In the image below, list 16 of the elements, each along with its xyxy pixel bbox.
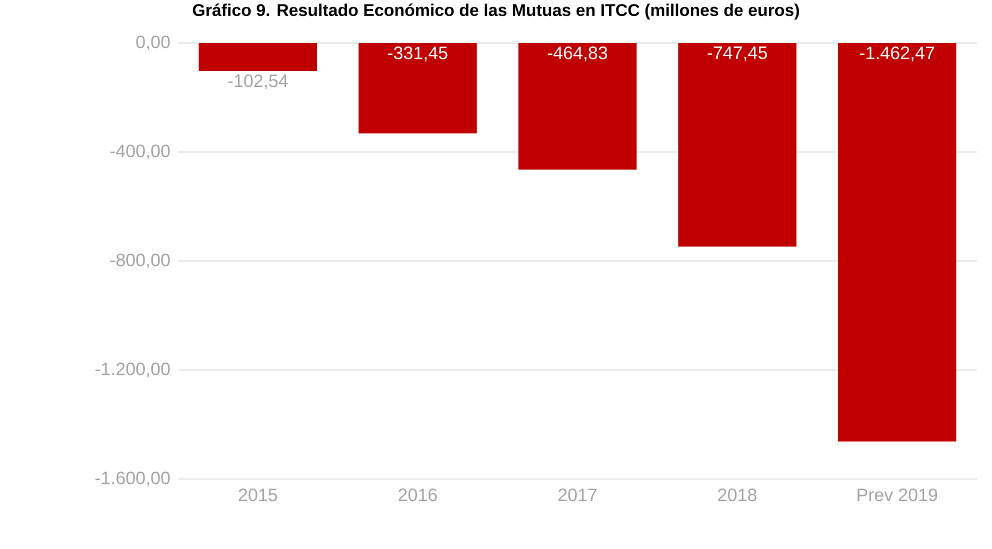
y-tick-label: -1.200,00 [96, 362, 170, 378]
x-tick-label: 2018 [718, 488, 756, 502]
y-tick-label: -400,00 [110, 144, 170, 160]
x-tick-label: 2016 [398, 488, 437, 502]
data-label: -747,45 [708, 46, 767, 62]
y-tick-label: -1.600,00 [96, 472, 170, 486]
data-label: -331,45 [388, 46, 448, 62]
chart-title: Gráfico 9. Resultado Económico de las Mutuas en ITCC (millones de euros) [192, 4, 799, 20]
data-label: -102,54 [228, 74, 288, 90]
x-tick-label: Prev 2019 [858, 488, 938, 502]
x-tick-label: 2017 [558, 488, 597, 502]
data-label: -1.462,47 [860, 46, 934, 62]
data-label: -464,83 [548, 46, 608, 62]
y-tick-label: -800,00 [110, 254, 170, 268]
x-tick-label: 2015 [238, 488, 278, 502]
y-tick-label: 0,00 [136, 36, 170, 50]
